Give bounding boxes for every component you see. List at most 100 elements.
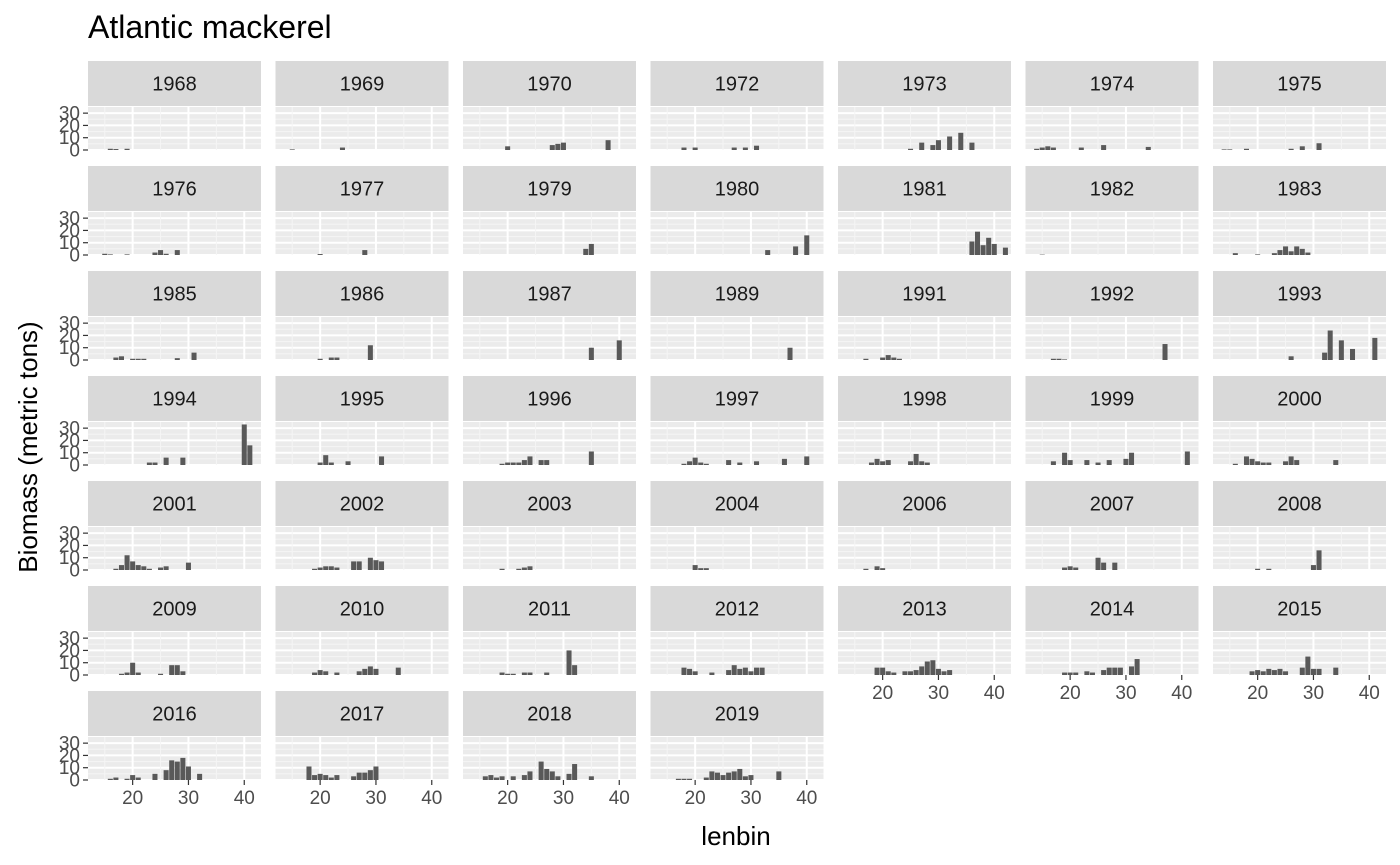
y-tick-label: 10 bbox=[59, 233, 80, 254]
bar bbox=[367, 770, 373, 780]
plot-background bbox=[275, 632, 449, 675]
strip-label: 2004 bbox=[715, 494, 760, 516]
chart-title: Atlantic mackerel bbox=[88, 9, 332, 45]
bar bbox=[1050, 147, 1056, 150]
strip-label: 2012 bbox=[715, 599, 760, 621]
bar bbox=[124, 555, 130, 570]
bar bbox=[544, 672, 550, 675]
plot-background bbox=[650, 737, 824, 780]
bar bbox=[1255, 461, 1261, 465]
plot-background bbox=[275, 212, 449, 255]
strip-label: 2002 bbox=[340, 494, 385, 516]
bar bbox=[919, 666, 925, 675]
bar bbox=[742, 147, 748, 150]
bar bbox=[158, 567, 164, 570]
bar bbox=[158, 250, 164, 255]
plot-background bbox=[1213, 632, 1386, 675]
bar bbox=[152, 773, 158, 780]
facet-panel: 2013 20 30 40 bbox=[838, 586, 1011, 704]
facet-panel: 1986 bbox=[275, 271, 449, 361]
strip-background bbox=[1213, 586, 1386, 631]
bar bbox=[1255, 568, 1261, 570]
bar bbox=[118, 565, 124, 570]
bar bbox=[180, 757, 186, 780]
bar bbox=[919, 461, 925, 465]
bar bbox=[687, 461, 693, 465]
y-tick-label: 30 bbox=[59, 209, 80, 230]
strip-label: 1998 bbox=[902, 389, 947, 411]
bar bbox=[118, 356, 124, 360]
bar bbox=[521, 567, 527, 570]
bar bbox=[885, 355, 891, 360]
bar bbox=[1260, 462, 1266, 465]
plot-background bbox=[275, 422, 449, 465]
bar bbox=[885, 460, 891, 465]
bar bbox=[241, 424, 247, 465]
bar bbox=[1232, 253, 1238, 255]
bar bbox=[113, 149, 119, 150]
bar bbox=[748, 775, 754, 780]
bar bbox=[1283, 671, 1289, 675]
bar bbox=[1227, 149, 1233, 150]
plot-background bbox=[275, 107, 449, 150]
x-tick-label: 30 bbox=[553, 788, 574, 809]
strip-background bbox=[650, 166, 824, 211]
bar bbox=[482, 776, 488, 780]
bar bbox=[367, 557, 373, 570]
bar bbox=[924, 462, 930, 465]
strip-background bbox=[838, 271, 1011, 316]
facet-panel: 2000 bbox=[1213, 376, 1386, 466]
facet-panel: 1970 bbox=[463, 61, 636, 151]
bar bbox=[163, 457, 169, 465]
strip-background bbox=[838, 481, 1011, 526]
bar bbox=[692, 147, 698, 150]
facet-panel: 1999 bbox=[1025, 376, 1199, 466]
bar bbox=[588, 451, 594, 465]
y-tick-label: 30 bbox=[59, 314, 80, 335]
bar bbox=[692, 565, 698, 570]
facet-panel: 1993 bbox=[1213, 271, 1386, 361]
x-axis-title: lenbin bbox=[701, 821, 770, 851]
bar bbox=[754, 667, 760, 675]
facet-panel: 2006 bbox=[838, 481, 1011, 571]
strip-label: 2016 bbox=[152, 704, 197, 726]
bar bbox=[152, 252, 158, 255]
bar bbox=[947, 136, 953, 150]
bar bbox=[896, 358, 902, 360]
strip-label: 2014 bbox=[1090, 599, 1135, 621]
bar bbox=[118, 673, 124, 675]
bar bbox=[731, 665, 737, 675]
plot-background bbox=[88, 632, 261, 675]
y-tick-label: 0 bbox=[69, 771, 80, 792]
bar bbox=[588, 776, 594, 780]
bar bbox=[367, 345, 373, 360]
bar bbox=[317, 670, 323, 675]
bar bbox=[1073, 672, 1079, 675]
bar bbox=[488, 775, 494, 780]
strip-background bbox=[463, 586, 636, 631]
x-tick-label: 30 bbox=[1115, 683, 1136, 704]
bar bbox=[113, 357, 119, 360]
bar bbox=[351, 561, 357, 570]
strip-background bbox=[463, 691, 636, 736]
bar bbox=[510, 776, 516, 780]
bar bbox=[334, 672, 340, 675]
strip-label: 2019 bbox=[715, 704, 760, 726]
plot-background bbox=[838, 422, 1011, 465]
strip-label: 1993 bbox=[1277, 284, 1322, 306]
bar bbox=[1316, 143, 1322, 150]
y-tick-label: 30 bbox=[59, 524, 80, 545]
bar bbox=[306, 766, 312, 780]
bar bbox=[1288, 356, 1294, 360]
y-tick-label: 10 bbox=[59, 443, 80, 464]
plot-background bbox=[88, 737, 261, 780]
strip-background bbox=[1213, 376, 1386, 421]
bar bbox=[748, 671, 754, 675]
strip-background bbox=[1025, 271, 1199, 316]
facet-panel: 1973 bbox=[838, 61, 1011, 151]
bar bbox=[605, 140, 611, 150]
bar bbox=[913, 453, 919, 465]
